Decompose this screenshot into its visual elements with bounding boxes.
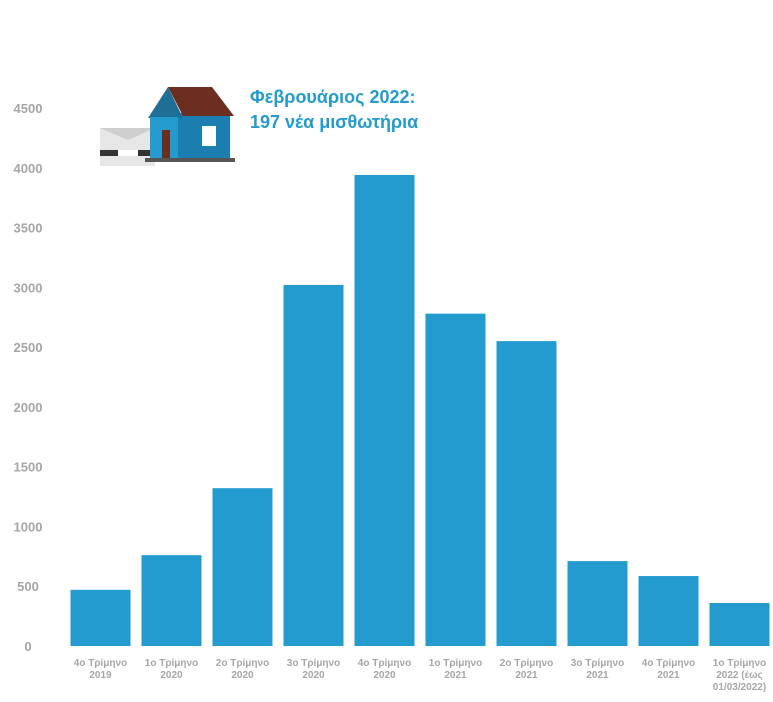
bar: [212, 488, 273, 646]
annotation: 197 νέα μισθωτήρια: [250, 112, 418, 132]
y-tick-label: 1500: [14, 460, 43, 475]
y-tick-label: 3000: [14, 280, 43, 295]
y-tick-label: 4500: [14, 101, 43, 116]
y-tick-label: 500: [17, 579, 39, 594]
x-tick-label: 1ο Τρίμηνο 2020: [145, 658, 198, 681]
bar: [709, 602, 770, 646]
x-tick-label: 1ο Τρίμηνο 2022 (έως 01/03/2022): [713, 658, 766, 693]
bar: [638, 576, 699, 646]
bar: [354, 174, 415, 646]
x-tick-label: 3ο Τρίμηνο 2020: [287, 658, 340, 681]
y-tick-label: 4000: [14, 161, 43, 176]
x-tick-label: 2ο Τρίμηνο 2020: [216, 658, 269, 681]
house-icon: [100, 87, 235, 166]
x-tick-label: 1ο Τρίμηνο 2021: [429, 658, 482, 681]
bar: [425, 313, 486, 646]
x-tick-label: 4ο Τρίμηνο 2020: [358, 658, 411, 681]
x-tick-label: 4ο Τρίμηνο 2021: [642, 658, 695, 681]
bar: [70, 589, 131, 646]
annotation: Φεβρουάριος 2022:: [250, 87, 416, 107]
y-tick-label: 2500: [14, 340, 43, 355]
y-tick-label: 2000: [14, 400, 43, 415]
x-tick-label: 4ο Τρίμηνο 2019: [74, 658, 127, 681]
bar: [496, 341, 557, 646]
bar: [567, 561, 628, 646]
bar: [283, 284, 344, 646]
bar: [141, 555, 202, 646]
x-tick-label: 2ο Τρίμηνο 2021: [500, 658, 553, 681]
y-tick-label: 3500: [14, 221, 43, 236]
y-tick-label: 1000: [14, 519, 43, 534]
y-tick-label: 0: [24, 639, 31, 654]
x-tick-label: 3ο Τρίμηνο 2021: [571, 658, 624, 681]
